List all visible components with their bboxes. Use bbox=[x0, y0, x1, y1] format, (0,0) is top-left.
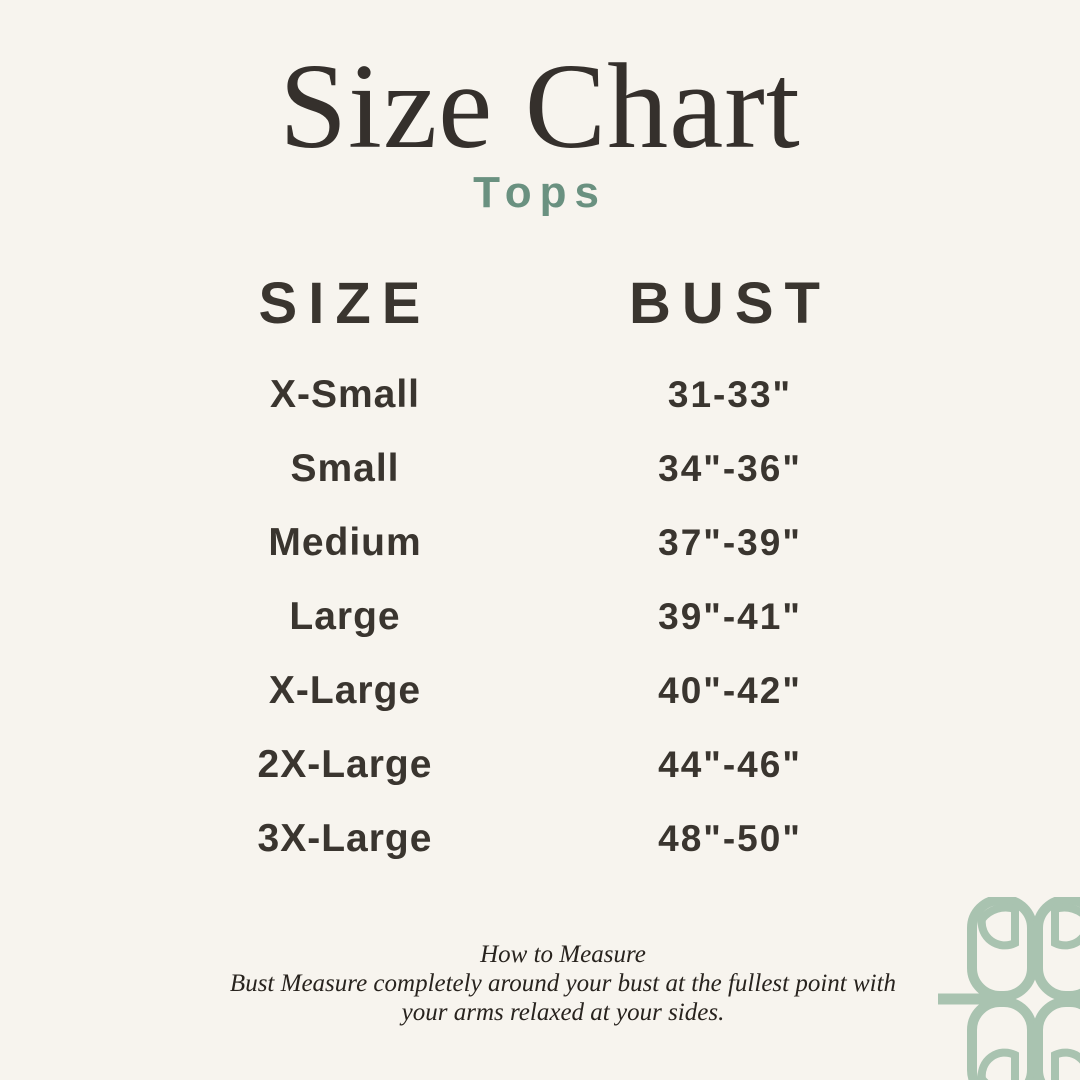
table-row: Small 34"-36" bbox=[150, 432, 870, 506]
size-value: Small bbox=[290, 446, 400, 490]
measure-note-line2: your arms relaxed at your sides. bbox=[401, 999, 725, 1026]
table-rows: X-Small 31-33" Small 34"-36" Medium 37"-… bbox=[150, 358, 870, 876]
size-value: Medium bbox=[268, 520, 422, 564]
column-header-size: SIZE bbox=[258, 271, 432, 336]
corner-quatrefoil-ornament-icon bbox=[938, 897, 1080, 1080]
size-value: X-Small bbox=[269, 372, 421, 416]
size-value: 2X-Large bbox=[257, 742, 433, 786]
table-header-row: SIZE BUST bbox=[150, 272, 870, 336]
table-row: 2X-Large 44"-46" bbox=[150, 728, 870, 802]
bust-value: 31-33" bbox=[667, 373, 793, 415]
measure-note-line1: Bust Measure completely around your bust… bbox=[229, 970, 897, 997]
size-table: SIZE BUST X-Small 31-33" Small 34"-36" M… bbox=[150, 272, 870, 876]
measure-note-heading: How to Measure bbox=[480, 941, 646, 968]
bust-value: 48"-50" bbox=[658, 817, 802, 859]
page-title: Size Chart bbox=[279, 39, 801, 174]
table-row: Medium 37"-39" bbox=[150, 506, 870, 580]
size-value: X-Large bbox=[268, 668, 422, 712]
page-subtitle: Tops bbox=[473, 168, 607, 217]
table-row: Large 39"-41" bbox=[150, 580, 870, 654]
bust-value: 34"-36" bbox=[658, 447, 802, 489]
size-value: 3X-Large bbox=[257, 816, 433, 860]
bust-value: 39"-41" bbox=[658, 595, 802, 637]
table-row: X-Small 31-33" bbox=[150, 358, 870, 432]
size-value: Large bbox=[289, 594, 401, 638]
bust-value: 40"-42" bbox=[658, 669, 802, 711]
bust-value: 37"-39" bbox=[658, 521, 802, 563]
table-row: X-Large 40"-42" bbox=[150, 654, 870, 728]
measure-note: How to Measure Bust Measure completely a… bbox=[0, 940, 1080, 1027]
table-row: 3X-Large 48"-50" bbox=[150, 802, 870, 876]
column-header-bust: BUST bbox=[629, 271, 831, 336]
bust-value: 44"-46" bbox=[658, 743, 802, 785]
